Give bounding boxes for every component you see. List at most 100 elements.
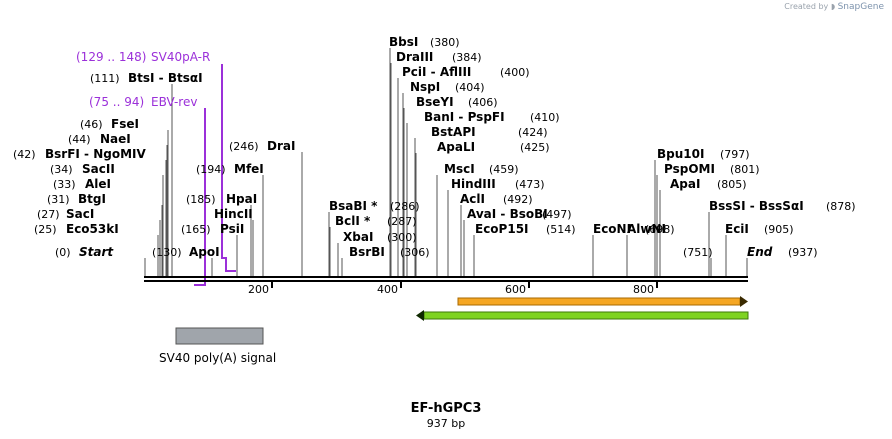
- restriction-site[interactable]: ApaI (805): [670, 177, 747, 191]
- site-position: (194): [196, 163, 226, 176]
- restriction-site[interactable]: MfeI (194): [196, 162, 264, 176]
- restriction-site[interactable]: DraIII (384): [396, 50, 482, 64]
- restriction-site[interactable]: DraI (246): [229, 139, 295, 153]
- snapgene-credit: Created by ◗ SnapGene: [784, 2, 884, 12]
- site-name: SacI: [66, 207, 94, 221]
- restriction-site[interactable]: EcoP15I (514): [475, 222, 576, 236]
- primer-range: (75 .. 94): [89, 95, 144, 109]
- restriction-site[interactable]: End (937): [747, 245, 818, 259]
- restriction-site[interactable]: BtsI - BtsαI (111): [90, 71, 203, 85]
- arrow-right-icon: [740, 296, 748, 307]
- tick-label: 800: [633, 283, 654, 296]
- restriction-site[interactable]: HincII: [214, 207, 253, 221]
- site-position: (384): [452, 51, 482, 64]
- site-position: (410): [530, 111, 560, 124]
- restriction-site[interactable]: PsiI (165): [181, 222, 244, 236]
- primer-ebv-rev[interactable]: (75 .. 94) EBV-rev: [89, 95, 206, 286]
- site-name: EciI: [725, 222, 749, 236]
- restriction-site[interactable]: Bpu10I (797): [657, 147, 750, 161]
- site-name: BstAPI: [431, 125, 476, 139]
- feature-sv40-polya[interactable]: SV40 poly(A) signal: [159, 327, 276, 365]
- restriction-site[interactable]: SacII (34): [50, 162, 115, 176]
- site-name: BsrFI - NgoMIV: [45, 147, 146, 161]
- site-name: AlwNI: [627, 222, 666, 236]
- restriction-site[interactable]: BclI * (287): [335, 214, 417, 228]
- site-position: (751): [683, 246, 713, 259]
- restriction-site[interactable]: Eco53kI (25): [34, 222, 119, 236]
- restriction-site[interactable]: AclI (492): [460, 192, 533, 206]
- restriction-site[interactable]: NaeI (44): [68, 132, 131, 146]
- site-name: Eco53kI: [66, 222, 119, 236]
- restriction-site[interactable]: EcoNI: [593, 222, 631, 236]
- arrow-left-icon: [416, 310, 424, 321]
- restriction-site[interactable]: PciI - AflIII (400): [402, 65, 530, 79]
- site-position: (905): [764, 223, 794, 236]
- site-name: HpaI: [226, 192, 257, 206]
- site-name: BtgI: [78, 192, 106, 206]
- restriction-site[interactable]: BanI - PspFI (410): [424, 110, 560, 124]
- restriction-site[interactable]: Start (0): [55, 245, 114, 259]
- feature-orf-forward[interactable]: [457, 296, 748, 307]
- restriction-site[interactable]: MscI (459): [444, 162, 519, 176]
- site-position: (698): [645, 223, 675, 236]
- restriction-site[interactable]: SacI (27): [37, 207, 94, 221]
- site-name: EcoP15I: [475, 222, 529, 236]
- restriction-site[interactable]: AvaI - BsoBI(497): [467, 207, 572, 221]
- restriction-site[interactable]: ApoI (130): [152, 245, 220, 259]
- backbone: 200 400 600 800: [144, 276, 748, 296]
- tick-label: 600: [505, 283, 526, 296]
- site-position: (287): [387, 215, 417, 228]
- site-position: (937): [788, 246, 818, 259]
- site-name: AvaI - BsoBI: [467, 207, 548, 221]
- site-name: Bpu10I: [657, 147, 704, 161]
- site-name: NspI: [410, 80, 440, 94]
- restriction-site[interactable]: AlwNI(698): [627, 222, 675, 236]
- primer-name: EBV-rev: [151, 95, 197, 109]
- primer-ebv-rev-arrow: [194, 108, 206, 286]
- site-name: MscI: [444, 162, 475, 176]
- restriction-site[interactable]: BsrBI (306): [349, 245, 430, 259]
- site-position: (797): [720, 148, 750, 161]
- site-position: (185): [186, 193, 216, 206]
- site-position: (406): [468, 96, 498, 109]
- site-name: AleI: [85, 177, 111, 191]
- restriction-site[interactable]: HpaI (185): [186, 192, 257, 206]
- site-position: (424): [518, 126, 548, 139]
- site-position: (497): [542, 208, 572, 221]
- site-name: BclI *: [335, 214, 371, 228]
- restriction-site[interactable]: BbsI (380): [389, 35, 460, 49]
- restriction-site[interactable]: BsaBI * (286): [329, 199, 420, 213]
- site-name: DraI: [267, 139, 295, 153]
- restriction-site[interactable]: HindIII (473): [451, 177, 545, 191]
- restriction-site[interactable]: PspOMI (801): [664, 162, 760, 176]
- site-name: XbaI: [343, 230, 373, 244]
- restriction-site[interactable]: XbaI (300): [343, 230, 417, 244]
- site-name: BanI - PspFI: [424, 110, 505, 124]
- site-labels: Start (0) Eco53kI (25) SacI (27) BtgI (31) AleI (…: [13, 35, 856, 259]
- site-name: HincII: [214, 207, 253, 221]
- restriction-site[interactable]: BsrFI - NgoMIV (42): [13, 147, 146, 161]
- site-position: (111): [90, 72, 120, 85]
- site-position: (27): [37, 208, 60, 221]
- site-position: (0): [55, 246, 71, 259]
- restriction-site[interactable]: BstAPI (424): [431, 125, 548, 139]
- restriction-site[interactable]: ApaLI (425): [437, 140, 550, 154]
- snapgene-logo-icon: ◗: [830, 2, 836, 11]
- site-position: (473): [515, 178, 545, 191]
- restriction-site[interactable]: BtgI (31): [47, 192, 106, 206]
- feature-bar: [423, 311, 749, 320]
- primer-sv40pa-r[interactable]: (129 .. 148) SV40pA-R: [76, 50, 236, 272]
- site-name: PspOMI: [664, 162, 715, 176]
- restriction-site[interactable]: (751): [683, 246, 713, 259]
- restriction-site[interactable]: NspI (404): [410, 80, 485, 94]
- restriction-site[interactable]: AleI (33): [53, 177, 111, 191]
- restriction-site[interactable]: FseI (46): [80, 117, 139, 131]
- restriction-site[interactable]: BseYI (406): [416, 95, 498, 109]
- credit-text: Created by: [784, 2, 829, 11]
- feature-orf-reverse[interactable]: [416, 310, 749, 321]
- site-name: HindIII: [451, 177, 496, 191]
- restriction-site[interactable]: BssSI - BssSαI (878): [709, 199, 856, 213]
- restriction-site[interactable]: EciI (905): [725, 222, 794, 236]
- site-name: BsaBI *: [329, 199, 378, 213]
